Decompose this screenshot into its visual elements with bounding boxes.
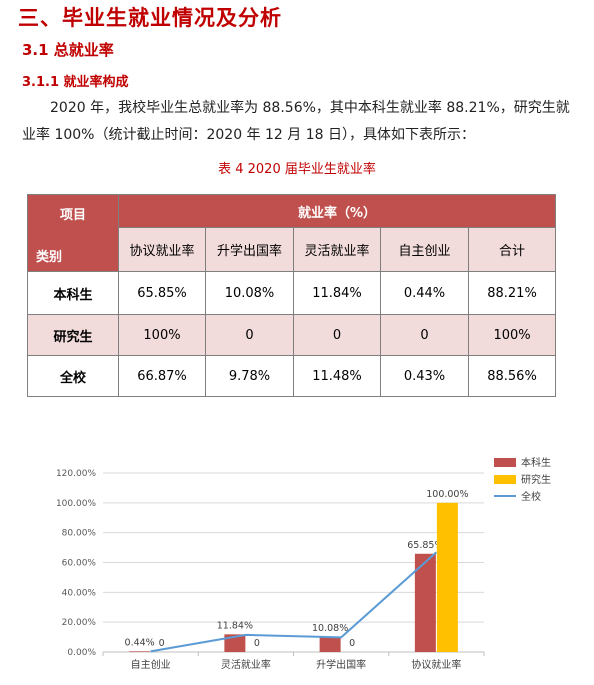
column-header: 灵活就业率 bbox=[293, 227, 381, 272]
section-heading: 3.1 总就业率 bbox=[22, 41, 114, 59]
table-row: 本科生 65.85% 10.08% 11.84% 0.44% 88.21% bbox=[27, 271, 557, 315]
corner-label-item: 项目 bbox=[59, 208, 86, 223]
bar-undergrad bbox=[414, 553, 436, 652]
row-label: 研究生 bbox=[27, 314, 119, 356]
bar-graduate bbox=[436, 502, 458, 652]
table-cell: 9.78% bbox=[205, 355, 294, 397]
x-tick-label: 升学出国率 bbox=[316, 658, 366, 671]
x-tick-label: 协议就业率 bbox=[411, 658, 461, 671]
x-tick-label: 自主创业 bbox=[131, 658, 171, 671]
data-label: 10.08% bbox=[312, 623, 348, 634]
bar-undergrad bbox=[319, 636, 341, 652]
y-tick-label: 40.00% bbox=[62, 588, 97, 598]
data-label: 11.84% bbox=[217, 620, 253, 631]
row-label: 本科生 bbox=[27, 271, 119, 315]
y-tick-label: 20.00% bbox=[62, 618, 97, 628]
table-cell: 0 bbox=[205, 314, 294, 356]
table-cell: 0 bbox=[380, 314, 469, 356]
legend-label: 全校 bbox=[521, 490, 541, 503]
bar-undergrad bbox=[129, 651, 151, 652]
data-label: 0 bbox=[254, 638, 260, 649]
y-tick-label: 100.00% bbox=[56, 499, 96, 509]
table-cell: 100% bbox=[118, 314, 206, 356]
employment-rate-table: 项目 类别 就业率（%） 协议就业率 升学出国率 灵活就业率 自主创业 合计 本… bbox=[27, 194, 557, 397]
summary-paragraph: 2020 年，我校毕业生总就业率为 88.56%，其中本科生就业率 88.21%… bbox=[22, 100, 570, 143]
table-row: 全校 66.87% 9.78% 11.48% 0.43% 88.56% bbox=[27, 355, 557, 397]
legend-label: 研究生 bbox=[521, 473, 551, 486]
y-tick-label: 0.00% bbox=[67, 648, 96, 658]
table-cell: 11.48% bbox=[293, 355, 381, 397]
data-label: 100.00% bbox=[426, 489, 468, 500]
group-header: 就业率（%） bbox=[117, 194, 557, 228]
data-label: 0.44% bbox=[125, 637, 155, 648]
data-label: 0 bbox=[349, 638, 355, 649]
legend-label: 本科生 bbox=[521, 456, 551, 469]
table-cell: 88.21% bbox=[467, 271, 557, 315]
table-cell: 0.44% bbox=[380, 271, 469, 315]
data-label: 65.85% bbox=[407, 540, 443, 551]
table-cell: 10.08% bbox=[205, 271, 294, 315]
table-cell: 0 bbox=[293, 314, 381, 356]
y-tick-label: 80.00% bbox=[62, 529, 97, 539]
y-tick-label: 60.00% bbox=[62, 559, 97, 569]
table-cell: 0.43% bbox=[380, 355, 469, 397]
legend-swatch bbox=[494, 475, 516, 484]
row-label: 全校 bbox=[27, 355, 119, 397]
table-row: 研究生 100% 0 0 0 100% bbox=[27, 314, 557, 356]
table-corner-cell: 项目 类别 bbox=[27, 194, 119, 272]
corner-label-category: 类别 bbox=[36, 250, 63, 265]
table-cell: 88.56% bbox=[467, 355, 557, 397]
column-header: 合计 bbox=[467, 227, 557, 272]
column-header: 自主创业 bbox=[380, 227, 469, 272]
line-overall bbox=[150, 551, 438, 653]
table-cell: 66.87% bbox=[118, 355, 206, 397]
chapter-heading: 三、毕业生就业情况及分析 bbox=[18, 6, 282, 30]
column-header: 协议就业率 bbox=[118, 227, 206, 272]
table-cell: 65.85% bbox=[118, 271, 206, 315]
legend-swatch bbox=[494, 458, 516, 467]
subsection-heading: 3.1.1 就业率构成 bbox=[22, 75, 129, 90]
employment-rate-chart: 0.00% 20.00% 40.00% 60.00% 80.00% 100.00% 120.… bbox=[56, 456, 551, 671]
bar-undergrad bbox=[224, 634, 246, 652]
y-tick-label: 120.00% bbox=[56, 469, 96, 479]
x-tick-label: 灵活就业率 bbox=[221, 658, 271, 671]
table-caption: 表 4 2020 届毕业生就业率 bbox=[218, 162, 376, 177]
table-cell: 11.84% bbox=[293, 271, 381, 315]
column-header: 升学出国率 bbox=[205, 227, 294, 272]
table-cell: 100% bbox=[467, 314, 557, 356]
data-label: 0 bbox=[159, 638, 165, 649]
